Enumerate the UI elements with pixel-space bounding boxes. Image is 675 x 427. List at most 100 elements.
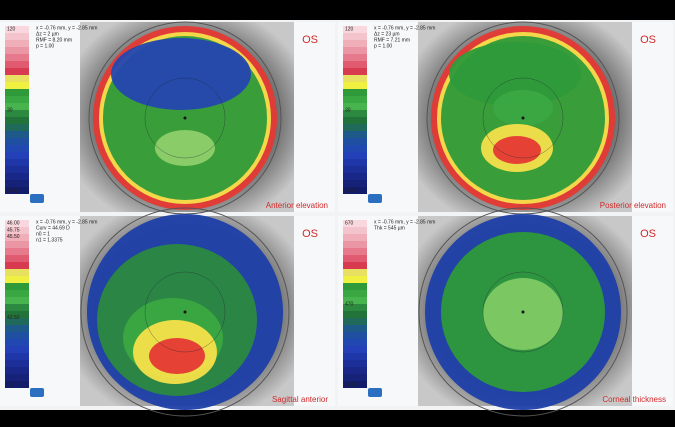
scale-block (343, 75, 367, 82)
scale-block (343, 68, 367, 75)
scale-block (5, 311, 29, 318)
scale-block (5, 131, 29, 138)
scale-block (5, 227, 29, 234)
scale-block (343, 26, 367, 33)
scale-block (343, 110, 367, 117)
scale-block (343, 374, 367, 381)
map-zone (111, 38, 251, 110)
scale-label: 670 (345, 221, 354, 227)
scale-block (343, 173, 367, 180)
scale-block (343, 40, 367, 47)
scale-block (5, 248, 29, 255)
scale-block (5, 26, 29, 33)
scale-block (5, 110, 29, 117)
scale-block (343, 220, 367, 227)
scale-block (5, 332, 29, 339)
scale-label: 30 (7, 107, 13, 113)
scale-block (5, 103, 29, 110)
scale-block (5, 173, 29, 180)
scale-block (343, 318, 367, 325)
header-line: x = -0.76 mm, y = -2.85 mm (374, 25, 435, 31)
logo (368, 388, 382, 397)
map-zone (149, 338, 205, 374)
scale-block (343, 82, 367, 89)
header-line: RMF = 8.20 mm (36, 37, 72, 43)
scale-block (5, 360, 29, 367)
scale-block (5, 276, 29, 283)
scale-block (343, 381, 367, 388)
scale-block (5, 159, 29, 166)
scale-block (343, 255, 367, 262)
scale-block (343, 131, 367, 138)
header-line: p = 1.00 (374, 43, 392, 49)
scale-block (343, 47, 367, 54)
scale-block (5, 152, 29, 159)
scale-block (5, 290, 29, 297)
map-zone (493, 136, 541, 164)
header-line: RMF = 7.21 mm (374, 37, 410, 43)
center-dot (521, 310, 525, 314)
scale-block (5, 75, 29, 82)
scale-block (343, 89, 367, 96)
map-zone (155, 130, 215, 166)
center-dot (183, 310, 187, 314)
scale-block (5, 54, 29, 61)
scale-block (5, 61, 29, 68)
scale-block (343, 297, 367, 304)
scale-block (5, 187, 29, 194)
scale-block (343, 117, 367, 124)
scale-block (343, 367, 367, 374)
scale-block (343, 269, 367, 276)
reference-circle (144, 271, 226, 353)
scale-block (5, 145, 29, 152)
scale-label: [µm] (7, 188, 17, 194)
scale-block (5, 68, 29, 75)
scale-block (5, 180, 29, 187)
scale-block (5, 220, 29, 227)
eye-label: OS (302, 228, 318, 240)
scale-block (5, 381, 29, 388)
header-line: Δz = 2 µm (36, 31, 59, 37)
header-line: x = -0.76 mm, y = -2.85 mm (36, 25, 97, 31)
scale-block (5, 234, 29, 241)
scale-block (5, 269, 29, 276)
scale-block (5, 241, 29, 248)
eye-label: OS (302, 34, 318, 46)
scale-block (5, 138, 29, 145)
pupil-outline (80, 207, 290, 417)
scale-block (343, 290, 367, 297)
scale-label: 45.75 (7, 227, 20, 233)
scale-block (5, 47, 29, 54)
scale-block (343, 124, 367, 131)
map-panel: 670 470 [µm] x = -0.76 mm, y = -2.85 mmThk … (338, 207, 673, 417)
map-zone (493, 90, 553, 126)
header-line: p = 1.00 (36, 43, 54, 49)
scale-block (5, 339, 29, 346)
scale-label: 120 (345, 27, 354, 33)
reference-circle (144, 77, 226, 159)
map-title: Sagittal anterior (272, 395, 328, 404)
scale-block (343, 325, 367, 332)
header-line: Δz = 23 µm (374, 31, 400, 37)
scale-block (5, 283, 29, 290)
center-dot (183, 116, 187, 120)
scale-block (5, 166, 29, 173)
scale-block (343, 138, 367, 145)
scale-block (343, 248, 367, 255)
scale-block (343, 227, 367, 234)
map-title: Posterior elevation (600, 201, 666, 210)
scale-block (343, 152, 367, 159)
scale-label: 30 (345, 107, 351, 113)
scale-label: [µm] (345, 382, 355, 388)
scale-block (343, 283, 367, 290)
scale-block (5, 82, 29, 89)
scale-block (343, 234, 367, 241)
scale-label: 42.50 (7, 315, 20, 321)
scale-block (343, 166, 367, 173)
scale-block (343, 262, 367, 269)
scale-block (343, 304, 367, 311)
scale-block (343, 33, 367, 40)
scale-block (343, 332, 367, 339)
